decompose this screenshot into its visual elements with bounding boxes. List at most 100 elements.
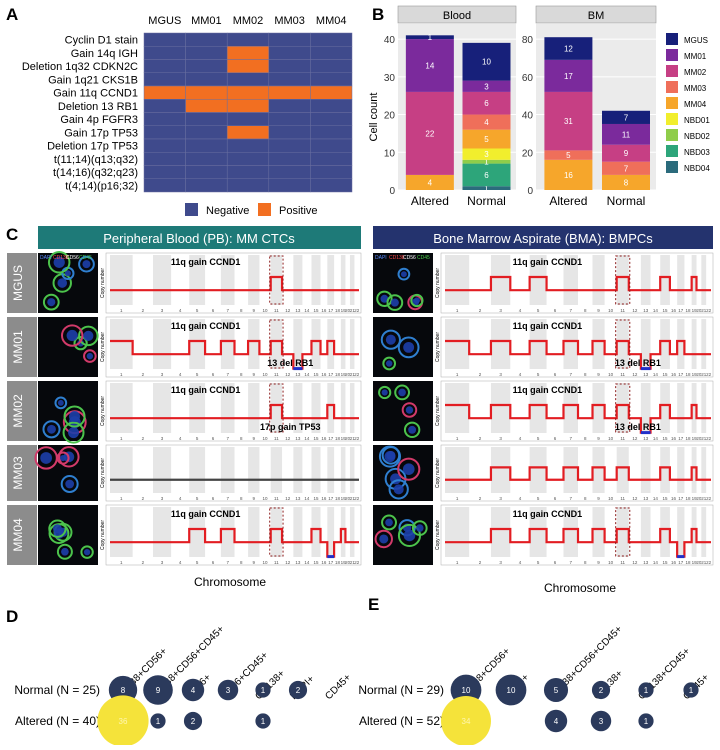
chromosome-tick-label: 9 (597, 372, 600, 377)
heatmap-column-label: MM04 (316, 15, 347, 27)
sample-strip (7, 445, 37, 501)
chromosome-tick-label: 11 (274, 496, 279, 501)
heatmap-cell (268, 152, 311, 166)
chromosome-band (248, 507, 260, 557)
chromosome-tick-label: 13 (643, 308, 649, 313)
chromosome-tick-label: 11 (274, 436, 279, 441)
x-category-label: Normal (467, 194, 506, 208)
cell-marker (73, 336, 88, 351)
pb-header (38, 226, 361, 249)
chromosome-tick-label: 11 (620, 372, 625, 377)
cell-marker (42, 293, 60, 311)
chromosome-tick-label: 3 (161, 372, 164, 377)
chromosome-tick-label: 14 (304, 372, 310, 377)
ccnd1-highlight-box (269, 507, 284, 557)
chromosome-band (640, 383, 651, 433)
chromosome-tick-label: 8 (584, 372, 587, 377)
chromosome-band (677, 319, 685, 369)
chromosome-tick-label: 16 (321, 560, 327, 565)
chromosome-tick-label: 10 (608, 496, 614, 501)
chromosome-tick-label: 12 (285, 436, 291, 441)
panel-c: C Peripheral Blood (PB): MM CTCs Bone Ma… (6, 225, 714, 595)
cell-nucleus (390, 298, 399, 307)
chromosome-band (220, 447, 235, 493)
chromosome-tick-label: 19 (692, 308, 698, 313)
chromosome-band (677, 447, 685, 493)
bubble-value: 3 (226, 686, 231, 695)
chromosome-tick-label: 13 (643, 436, 649, 441)
chromosome-band (189, 255, 206, 305)
heatmap-cell (310, 99, 353, 113)
heatmap-cell (143, 125, 186, 140)
chromosome-band (293, 447, 303, 493)
chromosome-tick-label: 14 (304, 560, 310, 565)
heatmap-cell (185, 72, 228, 87)
chromosome-band (311, 383, 321, 433)
chromosome-tick-label: 10 (263, 372, 269, 377)
chromosome-tick-label: 19 (692, 372, 698, 377)
bubble (181, 678, 205, 702)
heatmap-cell (143, 152, 186, 166)
stain-label: CD45 (417, 255, 430, 261)
cell-nucleus (77, 339, 84, 347)
bar-segment (544, 91, 593, 151)
chromosome-tick-label: 22 (354, 436, 360, 441)
y-tick-label: 10 (384, 148, 396, 159)
copy-number-axis-label: Copy number (100, 458, 106, 488)
bar-value-label: 31 (564, 117, 573, 126)
bar-segment (602, 161, 650, 175)
legend-label: MM01 (684, 52, 707, 61)
chromosome-tick-label: 21 (350, 436, 356, 441)
ccnd1-highlight-box (269, 255, 284, 305)
chromosome-tick-label: 6 (212, 308, 215, 313)
bubble-value: 36 (119, 717, 128, 726)
chromosome-tick-label: 18 (335, 436, 341, 441)
chromosome-band (529, 255, 547, 305)
copy-number-axis-label: Copy number (435, 458, 441, 488)
chromosome-tick-label: 16 (671, 560, 677, 565)
chromosome-band (340, 319, 346, 369)
chromosome-tick-label: 14 (653, 372, 659, 377)
panel-b: B Cell count Blood010203040422141Altered… (368, 5, 710, 208)
cell-nucleus (393, 484, 404, 495)
chromosome-tick-label: 12 (632, 496, 638, 501)
cnv-annotation: 11q gain CCND1 (513, 509, 583, 519)
chromosome-tick-label: 13 (295, 560, 301, 565)
chromosome-tick-label: 10 (608, 436, 614, 441)
chromosome-tick-label: 15 (313, 496, 319, 501)
chromosome-band (293, 255, 303, 305)
heatmap-row-label: Gain 4p FGFR3 (60, 114, 138, 126)
heatmap-column-label: MM02 (233, 15, 264, 27)
chromosome-band (529, 319, 547, 369)
cnv-annotation: 17p gain TP53 (260, 422, 321, 432)
chromosome-tick-label: 12 (285, 496, 291, 501)
heatmap-cell (185, 138, 228, 153)
chromosome-tick-label: 8 (240, 560, 243, 565)
chromosome-tick-label: 18 (335, 308, 341, 313)
heatmap-row-label: t(4;14)(p16;32) (65, 180, 138, 192)
bubble-value: 2 (296, 686, 301, 695)
chromosome-tick-label: 7 (569, 560, 572, 565)
bubble-value: 34 (462, 717, 471, 726)
chromosome-band (270, 255, 283, 305)
bubble-value: 5 (554, 686, 559, 695)
chromosome-band (529, 447, 547, 493)
bubble-column-label: CD45+ (323, 672, 353, 702)
cell-marker (80, 545, 94, 559)
heatmap-cell (310, 125, 353, 140)
chromosome-tick-label: 14 (653, 496, 659, 501)
copy-number-trace (110, 527, 359, 558)
chromosome-band (293, 383, 303, 433)
bubble-value: 10 (507, 686, 516, 695)
heatmap-cell (310, 59, 353, 73)
bar-value-label: 1 (428, 33, 433, 42)
stain-label: CD138 (389, 255, 405, 261)
chromosome-band (349, 507, 355, 557)
chromosome-tick-label: 17 (678, 436, 684, 441)
chromosome-tick-label: 7 (226, 308, 229, 313)
cell-nucleus (40, 452, 53, 464)
cnv-annotation: 11q gain CCND1 (171, 321, 241, 331)
facet-title: BM (588, 10, 605, 22)
chromosome-tick-label: 16 (671, 436, 677, 441)
